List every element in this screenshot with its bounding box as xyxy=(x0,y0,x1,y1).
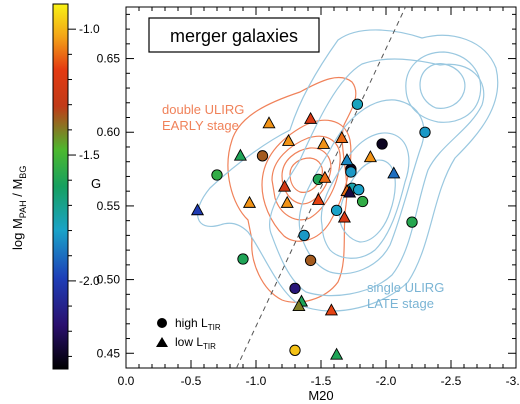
title-box: merger galaxies xyxy=(148,17,320,53)
x-tick-label: -1.0 xyxy=(246,374,267,388)
divider-dashed-line xyxy=(236,7,406,368)
low-ltir-point-15 xyxy=(343,185,357,198)
legend-high-label: high LTIR xyxy=(175,316,221,332)
colorbar-label: log MPAH / MBG xyxy=(10,166,28,250)
low-ltir-point-8 xyxy=(317,136,331,149)
y-tick-label: 0.55 xyxy=(97,199,121,213)
low-ltir-point-16 xyxy=(363,150,377,163)
high-ltir-point-14 xyxy=(351,98,364,110)
x-tick-label: -1.5 xyxy=(311,374,332,388)
legend-circle-marker xyxy=(157,318,167,328)
low-ltir-point-0 xyxy=(190,203,205,216)
x-axis-label: M20 xyxy=(308,388,333,403)
colorbar-tick-label: -1.5 xyxy=(79,148,100,162)
colorbar-tick-label: -1.0 xyxy=(79,22,100,36)
low-ltir-point-11 xyxy=(335,131,349,143)
low-ltir-point-1 xyxy=(233,148,247,161)
high-ltir-point-16 xyxy=(419,126,431,138)
high-ltir-point-10 xyxy=(345,166,357,178)
low-ltir-point-7 xyxy=(304,111,318,124)
single-contour-3 xyxy=(298,99,425,275)
single-contour-7 xyxy=(405,51,482,123)
divider-line xyxy=(236,7,406,368)
high-ltir-point-17 xyxy=(406,216,418,228)
chart-title: merger galaxies xyxy=(170,26,298,46)
low-ltir-point-20 xyxy=(324,303,338,316)
single-contour-5 xyxy=(339,159,396,243)
single-contour-1 xyxy=(197,29,499,312)
low-ltir-point-10 xyxy=(311,192,325,205)
high-ltir-point-2 xyxy=(256,150,269,162)
low-ltir-point-5 xyxy=(278,179,292,192)
high-ltir-point-13 xyxy=(356,195,369,208)
low-ltir-point-2 xyxy=(262,116,276,129)
legend: high LTIR low LTIR xyxy=(156,316,221,351)
double-ulirg-annotation: double ULIRG EARLY stage xyxy=(162,102,244,133)
high-ltir-point-4 xyxy=(289,344,301,356)
high-ltir-point-6 xyxy=(298,229,310,242)
y-tick-label: 0.50 xyxy=(97,273,121,287)
single-annotation-line2: LATE stage xyxy=(367,296,434,311)
low-ltir-point-19 xyxy=(292,298,306,311)
high-ltir-point-1 xyxy=(237,253,249,265)
colorbar: -1.0 -1.5 -2.0 log MPAH / MBG xyxy=(10,3,100,370)
low-ltir-point-17 xyxy=(387,166,401,179)
high-ltir-point-8 xyxy=(330,204,343,216)
low-ltir-point-3 xyxy=(242,195,257,208)
axes: 0.0 -0.5 -1.0 -1.5 -2.0 -2.5 -3.0 0.45 0.50 0.55 0… xyxy=(97,7,520,388)
low-ltir-point-14 xyxy=(340,153,354,166)
y-tick-label: 0.45 xyxy=(97,346,121,360)
single-annotation-line1: single ULIRG xyxy=(367,280,444,295)
double-annotation-line1: double ULIRG xyxy=(162,102,244,117)
double-contour-3 xyxy=(271,135,341,221)
y-tick-label: 0.65 xyxy=(97,52,121,66)
double-contour-1 xyxy=(227,77,357,303)
low-ltir-point-4 xyxy=(281,133,296,146)
legend-low-label: low LTIR xyxy=(175,335,216,351)
y-tick-label: 0.60 xyxy=(97,125,121,139)
x-tick-label: 0.0 xyxy=(118,374,135,388)
title-frame xyxy=(148,17,320,53)
double-annotation-line2: EARLY stage xyxy=(162,118,239,133)
single-contour-2 xyxy=(269,58,485,297)
single-ulirg-contours xyxy=(197,29,499,312)
low-ltir-point-6 xyxy=(280,195,294,208)
x-tick-label: -2.0 xyxy=(376,374,397,388)
single-contour-6 xyxy=(419,63,466,109)
low-ltir-point-13 xyxy=(337,210,351,223)
low-ltir-point-9 xyxy=(318,170,332,183)
double-contour-4 xyxy=(281,147,332,205)
y-axis-label: G xyxy=(91,176,101,191)
x-tick-label: -0.5 xyxy=(181,374,202,388)
high-ltir-point-3 xyxy=(289,282,301,295)
colorbar-ticks: -1.0 -1.5 -2.0 xyxy=(68,22,100,357)
x-tick-label: -2.5 xyxy=(441,374,462,388)
single-ulirg-annotation: single ULIRG LATE stage xyxy=(367,280,444,311)
high-ltir-point-15 xyxy=(376,138,388,150)
low-ltir-point-21 xyxy=(330,347,344,360)
high-ltir-point-5 xyxy=(304,254,317,267)
colorbar-tick-label: -2.0 xyxy=(79,274,100,288)
legend-triangle-marker xyxy=(156,337,168,347)
colorbar-gradient xyxy=(52,3,69,370)
data-points xyxy=(190,98,431,360)
high-ltir-point-12 xyxy=(353,184,365,196)
high-ltir-point-0 xyxy=(211,169,223,181)
x-tick-label: -3.0 xyxy=(506,374,520,388)
